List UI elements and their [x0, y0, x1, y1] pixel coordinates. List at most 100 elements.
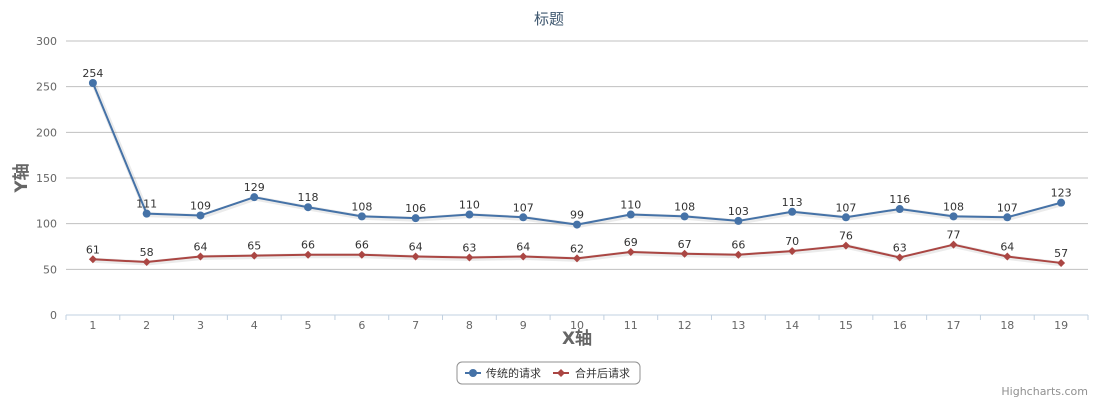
data-label: 67: [678, 238, 692, 251]
data-point-diamond[interactable]: [895, 253, 904, 262]
data-point-diamond[interactable]: [142, 258, 151, 267]
data-point-diamond[interactable]: [88, 255, 97, 264]
data-point-circle[interactable]: [949, 212, 958, 221]
x-axis-title: X轴: [562, 328, 592, 349]
x-tick-label: 14: [785, 319, 799, 332]
data-label: 103: [728, 205, 749, 218]
x-tick-label: 2: [143, 319, 150, 332]
data-point-circle[interactable]: [357, 212, 366, 221]
data-label: 61: [86, 243, 100, 256]
data-point-diamond[interactable]: [304, 250, 313, 259]
data-point-circle[interactable]: [680, 212, 689, 221]
data-label: 116: [889, 193, 910, 206]
data-point-diamond[interactable]: [196, 252, 205, 261]
y-tick-label: 100: [36, 218, 57, 231]
x-tick-label: 19: [1054, 319, 1068, 332]
data-point-diamond[interactable]: [626, 247, 635, 256]
data-label: 66: [355, 239, 369, 252]
data-label: 66: [301, 239, 315, 252]
data-point-circle[interactable]: [88, 79, 97, 88]
data-labels: 254 111 109 129 118 108 106 110 107 99 110 108 103 11…: [82, 67, 1071, 260]
data-point-circle[interactable]: [626, 210, 635, 219]
data-point-diamond[interactable]: [1003, 252, 1012, 261]
x-tick-label: 8: [466, 319, 473, 332]
data-label: 106: [405, 202, 426, 215]
series-line: [91, 82, 1062, 226]
data-point-diamond[interactable]: [465, 253, 474, 262]
data-point-circle[interactable]: [196, 211, 205, 220]
data-point-circle[interactable]: [250, 193, 259, 202]
data-point-circle[interactable]: [734, 216, 743, 225]
y-tick-label: 200: [36, 126, 57, 139]
legend-item-series-1[interactable]: 传统的请求: [465, 366, 541, 380]
data-point-circle[interactable]: [304, 203, 313, 212]
legend: 传统的请求 合并后请求: [456, 361, 641, 385]
data-label: 108: [351, 200, 372, 213]
data-label: 111: [136, 198, 157, 211]
x-tick-label: 4: [251, 319, 258, 332]
x-tick-label: 6: [358, 319, 365, 332]
data-point-circle[interactable]: [1003, 213, 1012, 222]
data-label: 113: [782, 196, 803, 209]
data-point-diamond[interactable]: [734, 250, 743, 259]
series-2: [88, 240, 1066, 267]
y-axis-title: Y轴: [11, 163, 32, 193]
data-label: 69: [624, 236, 638, 249]
data-label: 63: [893, 241, 907, 254]
data-point-diamond[interactable]: [788, 247, 797, 256]
data-point-circle[interactable]: [411, 214, 420, 223]
data-label: 77: [947, 229, 961, 242]
data-point-diamond[interactable]: [573, 254, 581, 263]
data-point-circle[interactable]: [1057, 198, 1066, 207]
data-point-diamond[interactable]: [250, 251, 259, 260]
data-point-circle[interactable]: [841, 213, 850, 222]
legend-label-series-2: 合并后请求: [575, 366, 630, 380]
data-point-circle[interactable]: [788, 207, 797, 216]
data-label: 108: [943, 200, 964, 213]
x-tick-label: 12: [678, 319, 692, 332]
data-point-circle[interactable]: [465, 210, 474, 219]
y-tick-label: 250: [36, 81, 57, 94]
plot-series: [88, 79, 1066, 267]
data-point-circle[interactable]: [895, 205, 904, 214]
x-tick-label: 9: [520, 319, 527, 332]
data-label: 70: [785, 235, 799, 248]
data-label: 99: [570, 209, 584, 222]
x-tick-label: 15: [839, 319, 853, 332]
data-point-diamond[interactable]: [680, 249, 689, 258]
data-label: 254: [82, 67, 103, 80]
x-tick-label: 1: [89, 319, 96, 332]
data-point-diamond[interactable]: [357, 250, 366, 259]
legend-circle-marker: [469, 369, 477, 377]
data-point-circle[interactable]: [142, 209, 151, 218]
data-label: 110: [459, 199, 480, 212]
legend-label-series-1: 传统的请求: [486, 366, 541, 380]
data-label: 107: [835, 201, 856, 214]
data-point-diamond[interactable]: [519, 252, 528, 261]
legend-box: [456, 361, 641, 385]
data-label: 76: [839, 230, 853, 243]
credits-link[interactable]: Highcharts.com: [1001, 385, 1088, 398]
grid-lines: [66, 40, 1088, 270]
data-label: 129: [244, 181, 265, 194]
data-point-circle[interactable]: [573, 220, 581, 229]
data-point-diamond[interactable]: [411, 252, 420, 261]
legend-item-series-2[interactable]: 合并后请求: [553, 366, 630, 380]
x-tick-label: 13: [731, 319, 745, 332]
y-axis: 0 50 100 150 200 250 300: [36, 35, 57, 322]
data-label: 64: [409, 241, 423, 254]
legend-diamond-marker: [557, 369, 565, 377]
data-point-diamond[interactable]: [841, 241, 850, 250]
data-label: 123: [1051, 187, 1072, 200]
data-label: 64: [1000, 241, 1014, 254]
data-label: 62: [570, 242, 584, 255]
data-point-diamond[interactable]: [949, 240, 958, 249]
data-label: 107: [513, 201, 534, 214]
data-point-diamond[interactable]: [1057, 258, 1066, 267]
x-tick-label: 18: [1000, 319, 1014, 332]
data-label: 57: [1054, 247, 1068, 260]
data-point-circle[interactable]: [519, 213, 528, 222]
x-tick-label: 10: [570, 319, 584, 332]
